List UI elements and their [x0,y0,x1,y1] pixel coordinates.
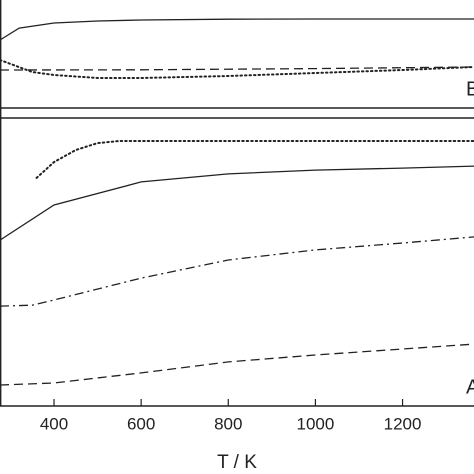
line [0,18,474,41]
line [0,236,474,307]
panel-label: B [466,78,474,100]
line [0,165,474,241]
line [35,140,474,179]
x-tick-label: 1000 [297,414,335,433]
x-tick-label: 1200 [384,414,422,433]
panel-label: A [466,376,474,398]
x-tick-label: 400 [40,414,68,433]
line [0,66,474,71]
x-tick-label: 600 [127,414,155,433]
x-axis-label: T / K [217,452,257,473]
line [0,343,474,386]
line [0,59,474,79]
x-tick-label: 800 [214,414,242,433]
